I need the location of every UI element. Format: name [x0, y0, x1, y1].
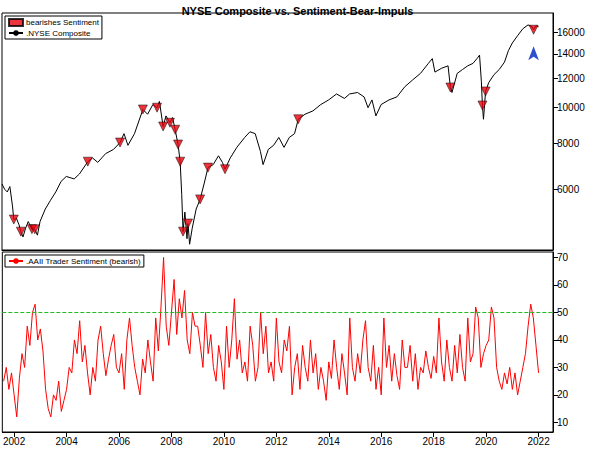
svg-text:16000: 16000 — [557, 27, 585, 38]
svg-text:bearishes Sentiment: bearishes Sentiment — [26, 18, 100, 27]
svg-text:2006: 2006 — [108, 436, 131, 447]
svg-text:10: 10 — [557, 417, 569, 428]
svg-text:70: 70 — [557, 252, 569, 263]
svg-text:2010: 2010 — [213, 436, 236, 447]
svg-text:14000: 14000 — [557, 48, 585, 59]
svg-text:10000: 10000 — [557, 102, 585, 113]
svg-text:12000: 12000 — [557, 73, 585, 84]
svg-text:2014: 2014 — [318, 436, 341, 447]
svg-text:2004: 2004 — [55, 436, 78, 447]
svg-text:40: 40 — [557, 334, 569, 345]
svg-text:NYSE Composite vs. Sentiment-B: NYSE Composite vs. Sentiment-Bear-Impuls — [182, 5, 414, 17]
svg-text:60: 60 — [557, 279, 569, 290]
svg-text:2018: 2018 — [423, 436, 446, 447]
svg-text:2020: 2020 — [475, 436, 498, 447]
svg-text:8000: 8000 — [557, 138, 580, 149]
svg-text:2012: 2012 — [265, 436, 288, 447]
svg-text:2008: 2008 — [160, 436, 183, 447]
svg-text:2016: 2016 — [370, 436, 393, 447]
svg-text:50: 50 — [557, 307, 569, 318]
svg-text:.NYSE Composite: .NYSE Composite — [26, 29, 91, 38]
svg-text:30: 30 — [557, 362, 569, 373]
svg-text:.AAII Trader Sentiment (bearis: .AAII Trader Sentiment (bearish) — [26, 257, 141, 266]
svg-text:2022: 2022 — [527, 436, 550, 447]
svg-text:2002: 2002 — [3, 436, 26, 447]
svg-text:20: 20 — [557, 389, 569, 400]
svg-text:6000: 6000 — [557, 184, 580, 195]
